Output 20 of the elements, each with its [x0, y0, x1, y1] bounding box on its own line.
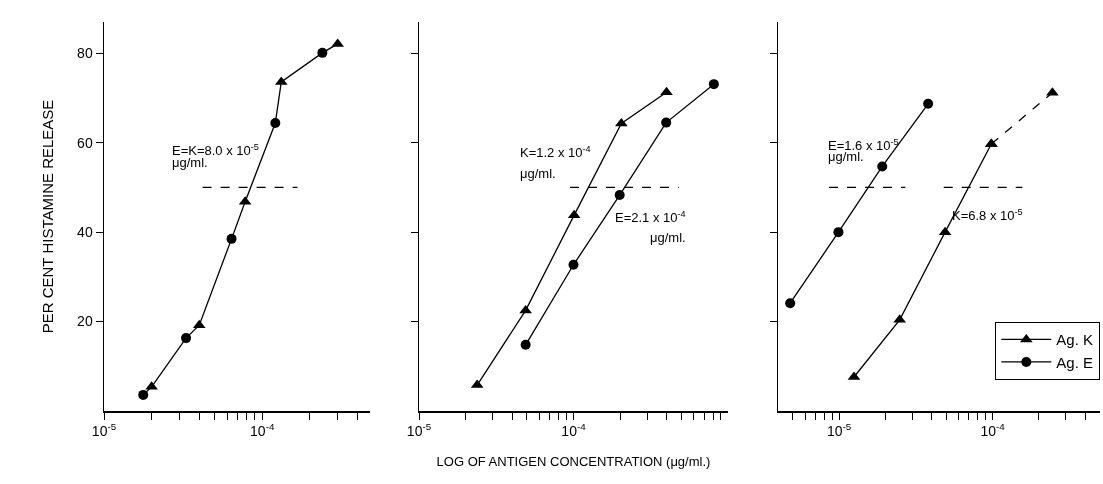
annotation: μg/ml.: [828, 149, 864, 164]
y-tick-label: 20: [77, 313, 93, 330]
legend-label: Ag. E: [1056, 353, 1093, 371]
x-tick-label: 10$^{-4}$: [980, 421, 1006, 440]
y-tick-label: 80: [77, 45, 93, 62]
annotation: E=2.1 x 10$^{-4}$: [615, 209, 686, 226]
legend-label: Ag. K: [1056, 331, 1093, 349]
x-axis-title: LOG OF ANTIGEN CONCENTRATION (μg/ml.): [436, 453, 711, 469]
y-tick-label: 60: [77, 134, 93, 151]
x-tick-label: 10$^{-5}$: [91, 421, 117, 440]
x-tick-label: 10$^{-5}$: [406, 421, 432, 440]
annotation: K=1.2 x 10$^{-4}$: [520, 144, 591, 161]
x-tick-label: 10$^{-4}$: [561, 421, 587, 440]
y-tick-label: 40: [77, 224, 93, 241]
annotation: K=6.8 x 10$^{-5}$: [952, 207, 1023, 224]
x-tick-label: 10$^{-4}$: [250, 421, 275, 440]
y-axis-title: PER CENT HISTAMINE RELEASE: [38, 99, 56, 334]
annotation: μg/ml.: [650, 230, 686, 245]
annotation: μg/ml.: [520, 166, 556, 181]
x-tick-label: 10$^{-5}$: [826, 421, 852, 440]
